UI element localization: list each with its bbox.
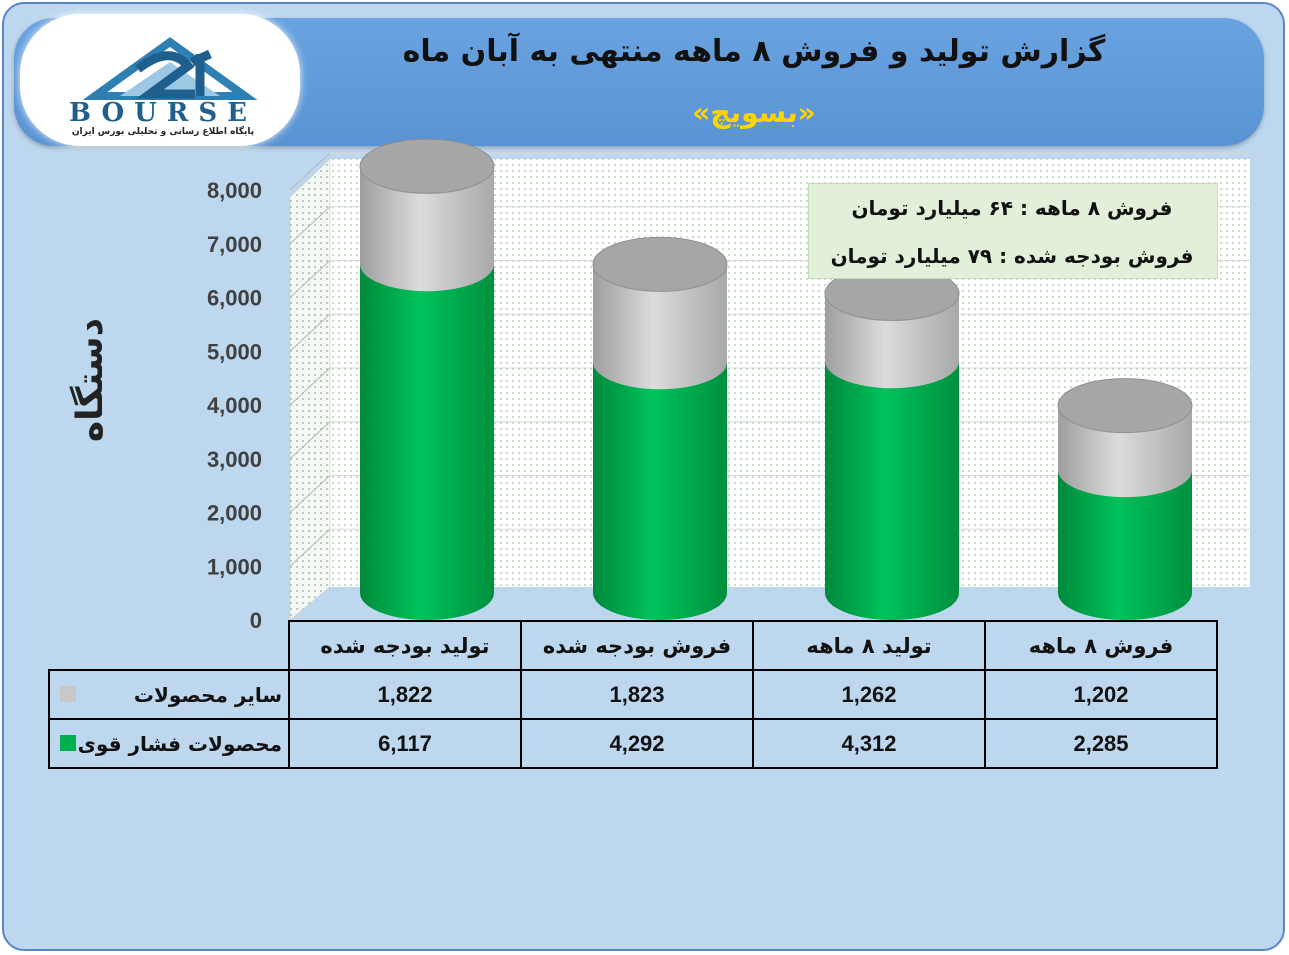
y-axis-label: دستگاه	[69, 318, 111, 442]
gridline	[289, 152, 331, 191]
bar-other-products	[360, 166, 494, 292]
legend-swatch-green	[60, 735, 76, 751]
legend-label: سایر محصولات	[133, 682, 282, 707]
bar-group	[824, 265, 960, 620]
table-category: تولید بودجه شده	[288, 620, 522, 671]
report-title: گزارش تولید و فروش ۸ ماهه منتهی به آبان …	[402, 34, 1106, 69]
bourse-logo: BOURSE پایگاه اطلاع رسانی و تحلیلی بورس …	[20, 14, 300, 146]
legend-other-products: سایر محصولات	[48, 669, 290, 720]
bar-group	[359, 138, 495, 620]
gridline	[289, 528, 331, 567]
table-row-other-products: سایر محصولات 1,822 1,823 1,262 1,202	[48, 669, 1218, 720]
table-header-row: تولید بودجه شده فروش بودجه شده تولید ۸ م…	[49, 620, 1218, 671]
y-axis-label-text: دستگاه	[69, 318, 111, 442]
y-tick-label: 6,000	[207, 286, 262, 311]
bar-high-voltage	[825, 361, 959, 620]
table-category: فروش ۸ ماهه	[984, 620, 1218, 671]
bar-group	[592, 236, 728, 620]
legend-high-voltage: محصولات فشار قوی	[48, 718, 290, 769]
data-label: 1,202	[984, 669, 1218, 720]
gridline	[289, 367, 331, 406]
bar-top-cap	[592, 236, 728, 292]
info-line-8-month-sales: فروش ۸ ماهه : ۶۴ میلیارد تومان	[851, 196, 1173, 220]
gridline	[289, 313, 331, 352]
bar-high-voltage	[360, 264, 494, 620]
logo-wordmark: BOURSE	[69, 98, 257, 128]
bar-high-voltage	[1058, 470, 1192, 620]
bar-top-cap	[359, 138, 495, 194]
gridline	[289, 475, 331, 513]
bars	[359, 138, 1193, 620]
table-corner	[49, 621, 289, 670]
y-tick-label: 7,000	[207, 232, 262, 257]
y-tick-label: 3,000	[207, 447, 262, 472]
legend-swatch-gray	[60, 686, 76, 702]
company-name: «بسویچ»	[692, 96, 816, 129]
bar-other-products	[593, 264, 727, 390]
data-label: 1,822	[288, 669, 522, 720]
table-row-high-voltage: محصولات فشار قوی 6,117 4,292 4,312 2,285	[48, 718, 1218, 769]
y-axis-ticks: 0 1,000 2,000 3,000 4,000 5,000 6,000 7,000 8,00…	[207, 178, 262, 633]
bar-high-voltage	[593, 362, 727, 620]
data-label: 2,285	[984, 718, 1218, 769]
bar-top-cap	[1057, 378, 1193, 434]
chart-side-wall	[289, 158, 331, 621]
table-category: تولید ۸ ماهه	[752, 620, 986, 671]
bar-group	[1057, 378, 1193, 620]
data-label: 1,823	[520, 669, 754, 720]
y-tick-label: 1,000	[207, 554, 262, 579]
table-category: فروش بودجه شده	[520, 620, 754, 671]
info-line-budget-sales: فروش بودجه شده : ۷۹ میلیارد تومان	[830, 244, 1194, 268]
data-label: 4,312	[752, 718, 986, 769]
gridline	[289, 260, 331, 298]
bourse-logo-mark-icon	[82, 37, 258, 100]
y-tick-label: 5,000	[207, 339, 262, 364]
sales-info-box: فروش ۸ ماهه : ۶۴ میلیارد تومان فروش بودج…	[808, 183, 1218, 279]
logo-tagline: پایگاه اطلاع رسانی و تحلیلی بورس ایران	[71, 127, 255, 137]
gridline	[289, 421, 331, 460]
y-tick-label: 0	[250, 608, 262, 633]
legend-label: محصولات فشار قوی	[77, 731, 282, 756]
gridline	[289, 206, 331, 245]
data-label: 6,117	[288, 718, 522, 769]
y-tick-label: 8,000	[207, 178, 262, 203]
y-tick-label: 2,000	[207, 501, 262, 526]
data-table: تولید بودجه شده فروش بودجه شده تولید ۸ م…	[48, 620, 1218, 769]
y-tick-label: 4,000	[207, 393, 262, 418]
data-label: 4,292	[520, 718, 754, 769]
data-label: 1,262	[752, 669, 986, 720]
